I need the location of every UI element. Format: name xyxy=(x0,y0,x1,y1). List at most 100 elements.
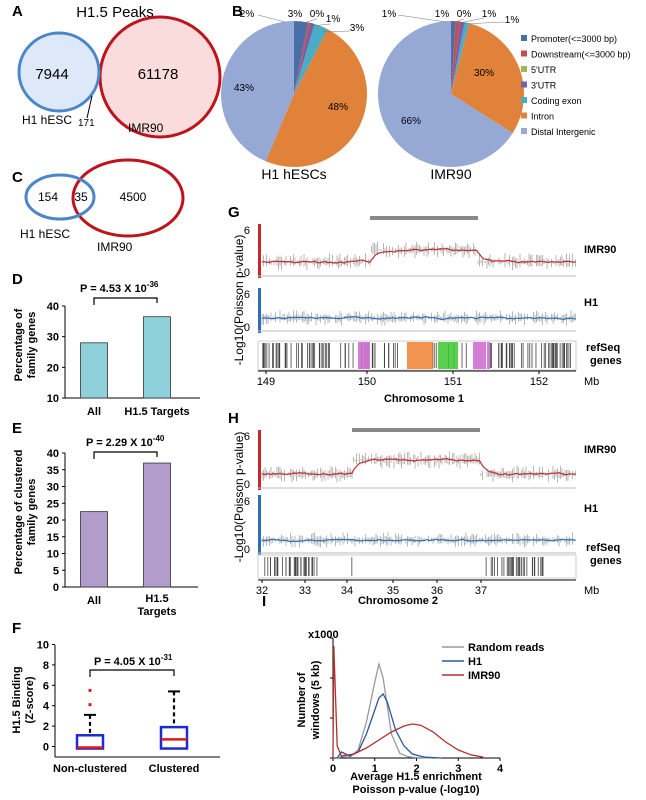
gene-cluster-highlight xyxy=(473,342,486,369)
y-tick-label: 40 xyxy=(47,301,59,313)
panel-i-ylabel-1: Number of xyxy=(296,672,308,727)
significance-bracket xyxy=(93,297,158,305)
pie-label: 3% xyxy=(288,9,303,20)
panel-h-ylabel: -Log10(Poisson p-value) xyxy=(232,432,246,563)
panel-c-letter: C xyxy=(12,169,23,186)
panel-h-xlabel: Chromosome 2 xyxy=(358,595,438,607)
y-tick-label: 10 xyxy=(47,549,59,561)
panel-e-ylabel-2: family genes xyxy=(26,479,38,546)
h1-smoothed-signal xyxy=(261,315,576,320)
y-tick-label: 20 xyxy=(47,515,59,527)
y-tick-label: 10 xyxy=(47,393,59,405)
venn-c-overlap-count: 35 xyxy=(74,190,88,204)
x-tick-label: 4 xyxy=(497,763,504,775)
y-tick-label: 10 xyxy=(37,640,49,652)
panel-f-letter: F xyxy=(12,620,21,637)
panel-g-track-h1: H1 xyxy=(584,297,598,309)
x-tick-label: 35 xyxy=(387,585,399,597)
pie-label: 1% xyxy=(482,9,497,20)
bar xyxy=(80,511,108,588)
h1-smoothed-signal xyxy=(261,538,576,543)
venn-a-left-count: 7944 xyxy=(35,66,68,83)
panel-g-track-imr90: IMR90 xyxy=(584,244,616,256)
panel-h-track-h1: H1 xyxy=(584,503,598,515)
x-tick-label: Non-clustered xyxy=(53,763,127,775)
y-tick-label: 6 xyxy=(244,431,250,443)
x-tick-label: 149 xyxy=(257,376,275,388)
y-tick-label: 15 xyxy=(47,532,59,544)
venn-c-h1-circle xyxy=(24,173,96,221)
pie-imr90: 1% 1% 0% 1% 1% 30% 66% IMR90 xyxy=(377,9,524,182)
gene-cluster-highlight xyxy=(438,342,458,369)
y-tick-label: 35 xyxy=(47,465,59,477)
gene-cluster-highlight xyxy=(407,342,433,369)
bar-chart-d: 10 20 30 40 All H1.5 Targets xyxy=(47,297,200,418)
legend-label: Coding exon xyxy=(531,96,582,106)
panel-e-letter: E xyxy=(12,420,22,437)
bar xyxy=(143,462,171,588)
significance-bracket xyxy=(89,669,175,677)
pie-title: H1 hESCs xyxy=(261,166,326,182)
pie-slice-5 xyxy=(451,23,524,134)
panel-g-ylabel: -Log10(Poisson p-value) xyxy=(232,235,246,366)
legend-label: 3'UTR xyxy=(531,81,557,91)
pie-label: 3% xyxy=(350,23,365,34)
pie-slice-6 xyxy=(377,21,513,167)
pie-label: 66% xyxy=(401,116,421,127)
y-tick-label: 8 xyxy=(43,660,49,672)
pie-leader-line xyxy=(458,17,485,24)
pie-label: 0% xyxy=(310,9,325,20)
x-tick-label: 1 xyxy=(372,763,378,775)
legend-label: Intron xyxy=(531,112,554,122)
imr90-smoothed-signal xyxy=(262,457,576,476)
significance-bracket xyxy=(93,451,158,459)
x-tick-label: 34 xyxy=(341,585,353,597)
y-tick-label: 6 xyxy=(244,289,250,301)
legend-label: Promoter(<=3000 bp) xyxy=(531,34,617,44)
pie-slice-3 xyxy=(294,22,315,94)
x-tick-label: 0 xyxy=(330,763,336,775)
x-tick-label: All xyxy=(87,595,101,607)
imr90-axis-bar xyxy=(258,430,261,490)
imr90-smoothed-signal xyxy=(261,247,576,264)
y-tick-label: 30 xyxy=(47,332,59,344)
genome-track-chr2: 6 0 6 0 32 33 34 35 36 37 Mb xyxy=(244,428,599,597)
box xyxy=(159,725,189,750)
panel-a-title: H1.5 Peaks xyxy=(76,4,154,21)
panel-h-genes: genes xyxy=(590,555,622,567)
region-bar xyxy=(352,428,480,432)
venn-c-imr90-circle xyxy=(71,158,185,238)
y-tick-label: 0 xyxy=(53,582,59,594)
pie-label: 30% xyxy=(474,68,494,79)
panel-g-letter: G xyxy=(228,204,240,221)
x-tick-label: 37 xyxy=(475,585,487,597)
pie-label: 43% xyxy=(234,83,254,94)
gene-track-frame xyxy=(257,340,577,371)
imr90-raw-signal xyxy=(261,451,576,483)
pie-slice-0 xyxy=(451,21,456,94)
pie-h1-hescs: 2% 3% 0% 1% 3% 48% 43% H1 hESCs xyxy=(221,9,367,182)
bar xyxy=(143,316,171,399)
y-tick-label: 4 xyxy=(43,701,50,713)
panel-a-letter: A xyxy=(12,3,23,20)
panel-i-ylabel-2: windows (5 kb) xyxy=(310,660,322,740)
x-tick-label: 150 xyxy=(358,376,376,388)
legend-label: Random reads xyxy=(468,642,544,654)
legend-swatch xyxy=(521,112,527,119)
pie-leader-line xyxy=(302,18,318,24)
venn-a-h1-circle xyxy=(17,31,101,113)
pie-leader-line xyxy=(257,14,286,23)
x-tick-label: 3 xyxy=(455,763,461,775)
y-tick-label: 0 xyxy=(244,322,250,334)
pie-leader-line xyxy=(461,21,506,25)
venn-c-left-label: H1 hESC xyxy=(20,227,70,241)
panel-b-letter: B xyxy=(232,3,243,20)
legend-label: IMR90 xyxy=(468,670,500,682)
bar xyxy=(80,342,108,399)
pie-label: 1% xyxy=(435,9,450,20)
legend-swatch xyxy=(521,97,527,103)
venn-a-overlap-count: 171 xyxy=(78,118,95,129)
y-tick-label: 6 xyxy=(244,225,250,237)
panel-f-ylabel-2: (Z-score) xyxy=(24,676,36,723)
panel-d-ylabel-1: Percentage of xyxy=(13,308,25,381)
